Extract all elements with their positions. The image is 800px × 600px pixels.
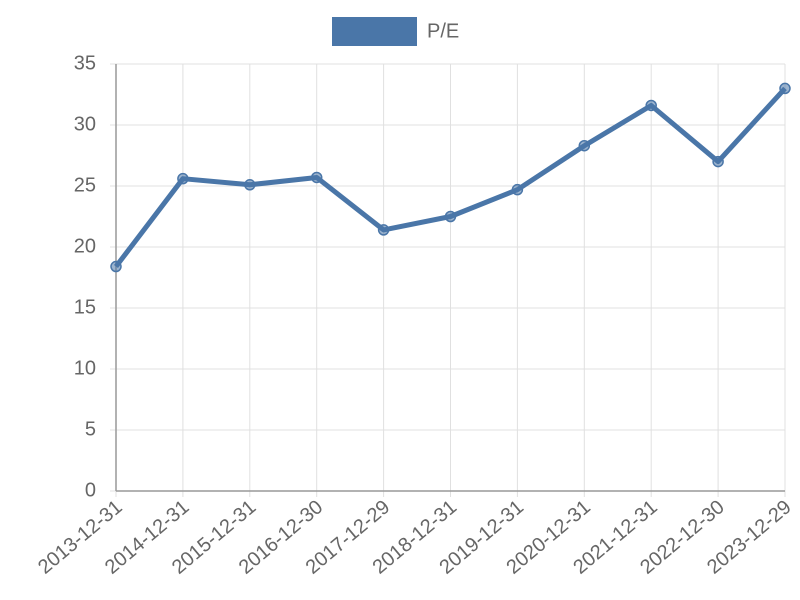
- point: [244, 179, 256, 191]
- point: [310, 171, 323, 184]
- point: [511, 183, 524, 196]
- legend-swatch: [332, 17, 417, 46]
- y-tick-label: 30: [74, 113, 96, 135]
- point: [645, 99, 657, 112]
- point: [779, 82, 791, 95]
- y-tick-label: 35: [74, 52, 96, 74]
- y-tick-label: 15: [74, 296, 96, 318]
- point: [712, 155, 724, 168]
- legend-label: P/E: [427, 20, 459, 42]
- point: [377, 224, 390, 236]
- y-tick-label: 0: [85, 479, 96, 501]
- y-tick-label: 20: [74, 235, 96, 257]
- point: [177, 172, 189, 185]
- point: [110, 260, 122, 273]
- y-tick-label: 10: [74, 357, 96, 379]
- y-tick-label: 25: [74, 174, 96, 196]
- y-tick-label: 5: [85, 418, 96, 440]
- point: [578, 139, 591, 152]
- point: [444, 210, 457, 223]
